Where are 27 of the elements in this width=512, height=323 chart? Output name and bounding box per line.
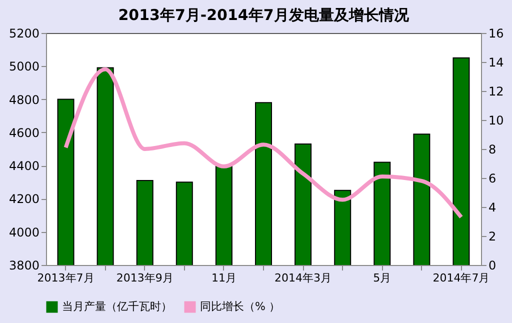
legend-label: 同比增长（% ） (200, 300, 280, 313)
chart-title: 2013年7月-2014年7月发电量及增长情况 (118, 6, 410, 24)
x-tick-label: 2013年9月 (116, 272, 174, 284)
y2-tick-label: 4 (488, 200, 496, 214)
line-series (64, 67, 464, 220)
x-tick-label: 11月 (211, 272, 236, 284)
x-tick-label: 5月 (373, 272, 392, 284)
y2-tick-label: 6 (488, 172, 496, 186)
y-tick-label: 3800 (8, 258, 40, 272)
y-tick-label: 4800 (8, 92, 40, 107)
y2-tick-label: 2 (488, 230, 496, 244)
y2-tick-label: 12 (488, 84, 504, 98)
y-tick-label: 4000 (8, 225, 40, 240)
y-tick-label: 4600 (8, 126, 40, 140)
legend-label: 当月产量（亿千瓦时） (62, 300, 172, 313)
y2-tick-label: 0 (488, 258, 496, 272)
y-tick-label: 5000 (8, 60, 40, 74)
x-tick-label: 2014年7月 (432, 272, 490, 284)
x-tick-label: 2013年7月 (37, 272, 94, 284)
y2-tick-label: 10 (488, 114, 504, 128)
y2-tick-label: 16 (488, 26, 504, 40)
y2-tick-label: 8 (488, 142, 496, 156)
y-tick-label: 5200 (8, 26, 40, 40)
y-tick-label: 4400 (8, 159, 40, 174)
x-tick-label: 2014年3月 (274, 272, 332, 284)
y2-tick-label: 14 (488, 56, 504, 70)
y-tick-label: 4200 (8, 192, 40, 206)
